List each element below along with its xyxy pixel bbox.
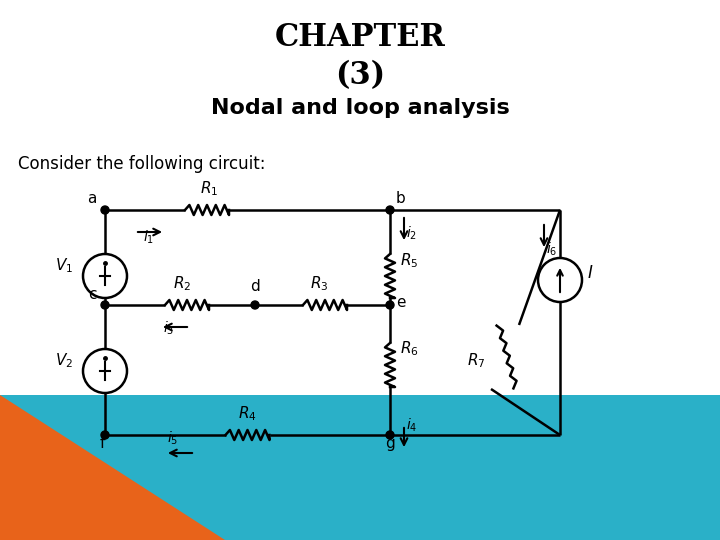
Text: Consider the following circuit:: Consider the following circuit: — [18, 155, 266, 173]
Polygon shape — [0, 395, 225, 540]
Circle shape — [386, 206, 394, 214]
Circle shape — [83, 254, 127, 298]
Text: c: c — [88, 287, 96, 302]
Circle shape — [538, 258, 582, 302]
Text: $V_1$: $V_1$ — [55, 256, 73, 275]
Text: $R_2$: $R_2$ — [173, 274, 192, 293]
Circle shape — [101, 431, 109, 439]
Text: $R_3$: $R_3$ — [310, 274, 328, 293]
Text: $i_4$: $i_4$ — [406, 417, 418, 434]
Circle shape — [83, 349, 127, 393]
Text: $V_2$: $V_2$ — [55, 351, 73, 370]
Text: $i_1$: $i_1$ — [143, 229, 154, 246]
Circle shape — [386, 301, 394, 309]
Text: $R_5$: $R_5$ — [400, 251, 418, 269]
Text: a: a — [87, 191, 96, 206]
Circle shape — [386, 431, 394, 439]
Text: $R_1$: $R_1$ — [200, 179, 218, 198]
Text: e: e — [396, 295, 405, 310]
Polygon shape — [0, 395, 720, 540]
Circle shape — [101, 301, 109, 309]
Text: $i_5$: $i_5$ — [167, 430, 179, 448]
Text: g: g — [385, 436, 395, 451]
Text: Nodal and loop analysis: Nodal and loop analysis — [211, 98, 509, 118]
Text: b: b — [396, 191, 406, 206]
Text: $i_3$: $i_3$ — [163, 320, 174, 338]
Circle shape — [251, 301, 259, 309]
Text: f: f — [100, 436, 105, 451]
Text: $i_6$: $i_6$ — [546, 241, 557, 259]
Text: $R_7$: $R_7$ — [467, 351, 485, 370]
Text: $R_4$: $R_4$ — [238, 404, 256, 423]
Text: CHAPTER: CHAPTER — [274, 22, 446, 53]
Text: $I$: $I$ — [587, 264, 593, 282]
Text: (3): (3) — [335, 60, 385, 91]
Text: d: d — [250, 279, 260, 294]
Circle shape — [101, 206, 109, 214]
Text: $R_6$: $R_6$ — [400, 339, 419, 357]
Text: $i_2$: $i_2$ — [406, 225, 417, 242]
